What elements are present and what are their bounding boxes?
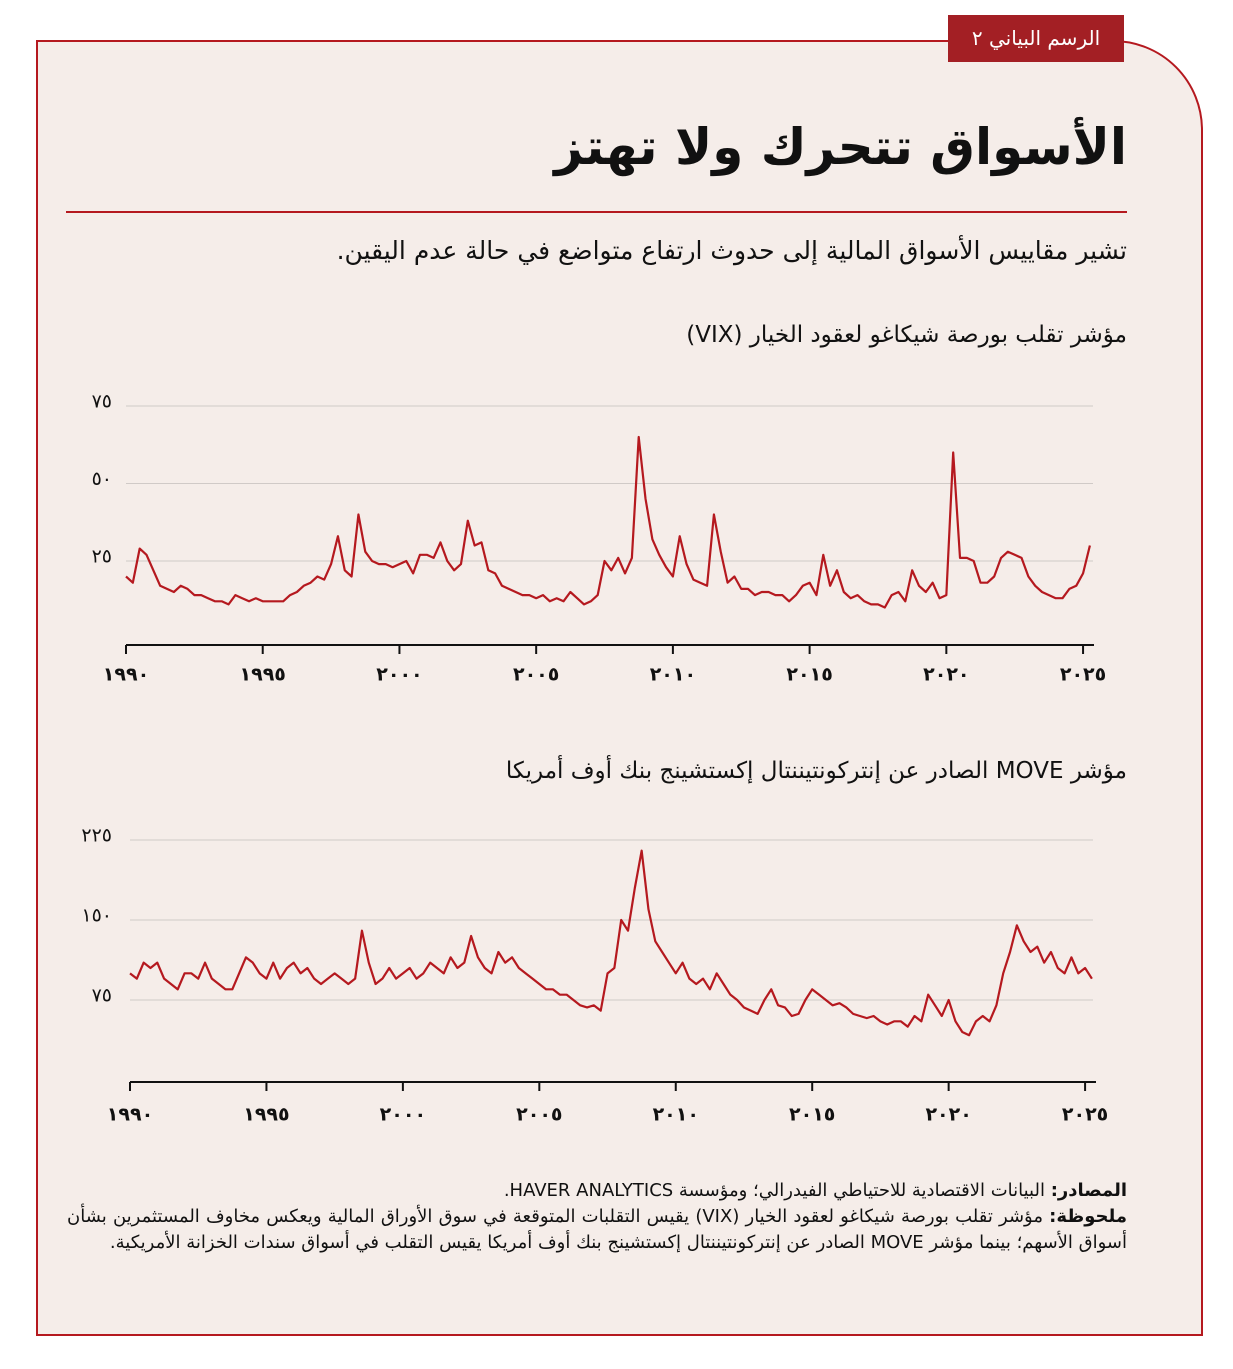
title-rule [66, 211, 1127, 213]
note-text: مؤشر تقلب بورصة شيكاغو لعقود الخيار (VIX… [67, 1206, 1127, 1253]
y-tick-label: ٥٠ [92, 468, 112, 490]
note-label: ملحوظة: [1049, 1206, 1127, 1227]
sources-label: المصادر: [1050, 1180, 1127, 1201]
line [129, 849, 1093, 1037]
title: الأسواق تتحرك ولا تهتز [554, 118, 1127, 176]
x-tick-label: ١٩٩٥ [240, 664, 286, 686]
x-tick-label: ١٩٩٠ [103, 664, 149, 686]
x-tick-label: ٢٠٢٠ [923, 664, 969, 686]
x-tick-label: ٢٠١٠ [653, 1104, 699, 1126]
x-tick-label: ٢٠٠٠ [376, 664, 422, 686]
x-tick-label: ١٩٩٥ [243, 1104, 289, 1126]
x-tick-label: ٢٠٠٠ [380, 1104, 426, 1126]
subtitle: تشير مقاييس الأسواق المالية إلى حدوث ارت… [336, 236, 1127, 265]
chart-title: مؤشر تقلب بورصة شيكاغو لعقود الخيار (VIX… [686, 322, 1127, 348]
y-tick-label: ٢٥ [92, 546, 112, 568]
x-tick-label: ٢٠٢٠ [925, 1104, 971, 1126]
x-tick-label: ٢٠٢٥ [1062, 1104, 1108, 1126]
frame [36, 40, 1203, 1336]
x-tick-label: ٢٠٢٥ [1060, 664, 1106, 686]
line [125, 435, 1091, 609]
x-tick-label: ٢٠١٥ [789, 1104, 835, 1126]
x-tick-label: ٢٠٠٥ [513, 664, 559, 686]
chart-tab: الرسم البياني ٢ [948, 15, 1124, 62]
chart-title: مؤشر MOVE الصادر عن إنتركونتيننتال إكستش… [505, 758, 1127, 784]
y-tick-label: ٢٢٥ [81, 825, 112, 847]
x-tick-label: ٢٠١٥ [786, 664, 832, 686]
y-tick-label: ٧٥ [92, 391, 112, 413]
x-tick-label: ٢٠١٠ [650, 664, 696, 686]
y-tick-label: ١٥٠ [81, 905, 112, 927]
sources-text: البيانات الاقتصادية للاحتياطي الفيدرالي؛… [503, 1180, 1045, 1201]
footer: المصادر: البيانات الاقتصادية للاحتياطي ا… [67, 1178, 1127, 1256]
x-tick-label: ٢٠٠٥ [516, 1104, 562, 1126]
y-tick-label: ٧٥ [92, 985, 112, 1007]
x-tick-label: ١٩٩٠ [107, 1104, 153, 1126]
